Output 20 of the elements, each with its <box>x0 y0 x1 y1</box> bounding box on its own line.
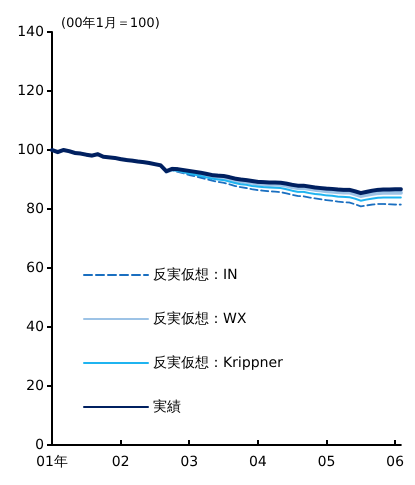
legend-label: 反実仮想：IN <box>153 267 238 283</box>
y-tick-label: 100 <box>17 142 44 158</box>
x-tick-label: 01年 <box>36 454 68 470</box>
line-series <box>50 148 403 196</box>
y-axis-title: (00年1月＝100) <box>61 16 160 31</box>
y-tick-label: 140 <box>17 24 44 40</box>
legend-label: 反実仮想：WX <box>153 311 247 327</box>
x-tick-label: 04 <box>248 454 267 470</box>
y-tick-label: 60 <box>26 260 44 276</box>
y-tick-label: 0 <box>35 437 44 453</box>
y-tick-label: 120 <box>17 83 44 99</box>
y-tick-label: 40 <box>26 319 44 335</box>
x-tick-label: 02 <box>112 454 130 470</box>
legend-label: 実績 <box>153 399 181 415</box>
y-tick-label: 80 <box>26 201 44 217</box>
x-tick-label: 05 <box>318 454 336 470</box>
y-tick-label: 20 <box>26 378 44 394</box>
x-tick-label: 06 <box>386 454 404 470</box>
legend-label: 反実仮想：Krippner <box>153 355 284 371</box>
x-tick-label: 03 <box>180 454 198 470</box>
